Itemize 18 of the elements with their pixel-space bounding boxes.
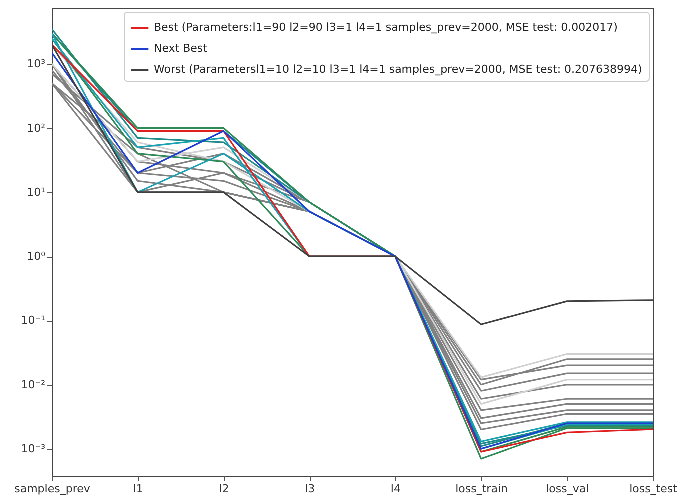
x-tick-label: l2: [219, 482, 230, 496]
x-tick-label: l4: [390, 482, 401, 496]
legend-label: Worst (Parametersl1=10 l2=10 l3=1 l4=1 samples_prev=2000, MSE test: 0.207638994): [154, 63, 642, 76]
y-tick-label: 10¹: [27, 186, 46, 199]
y-tick-label: 10⁻²: [21, 378, 46, 392]
x-tick-label: l1: [133, 482, 144, 496]
y-tick-label: 10⁰: [27, 250, 46, 264]
x-tick-label: loss_train: [456, 482, 508, 496]
x-tick-label: l3: [305, 482, 316, 496]
legend-label: Best (Parameters:l1=90 l2=90 l3=1 l4=1 samples_prev=2000, MSE test: 0.002017): [154, 21, 618, 34]
y-tick-label: 10⁻³: [21, 442, 46, 456]
y-tick-label: 10⁻¹: [21, 314, 46, 328]
x-tick-label: loss_val: [546, 482, 590, 496]
y-tick-label: 10³: [27, 58, 46, 71]
y-tick-label: 10²: [27, 122, 46, 135]
x-tick-label: loss_test: [630, 482, 678, 496]
x-tick-label: samples_prev: [14, 482, 91, 496]
legend-label: Next Best: [154, 42, 208, 55]
